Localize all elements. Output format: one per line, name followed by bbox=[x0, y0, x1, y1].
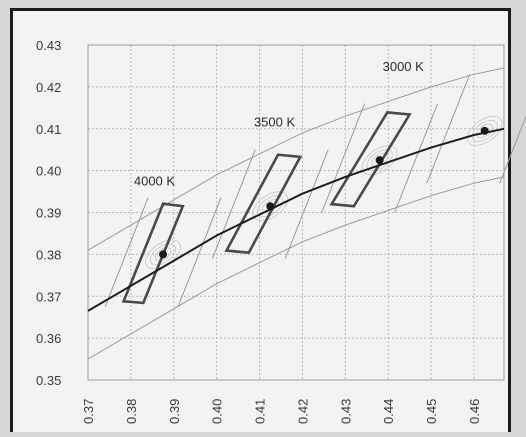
planckian-locus-line bbox=[87, 127, 505, 312]
x-tick-label: 0.44 bbox=[381, 399, 396, 424]
x-tick-label: 0.38 bbox=[124, 399, 139, 424]
y-tick-label: 0.42 bbox=[36, 80, 61, 95]
plot-border bbox=[87, 44, 505, 381]
macadam-ellipse bbox=[476, 123, 494, 138]
x-tick-label: 0.45 bbox=[424, 399, 439, 424]
macadam-ellipse bbox=[471, 119, 498, 142]
quadrangle bbox=[121, 202, 185, 305]
lower-bound-line bbox=[87, 176, 505, 360]
x-tick-label: 0.42 bbox=[295, 399, 310, 424]
y-tick-labels: 0.43 0.42 0.41 0.40 0.39 0.38 0.37 0.36 0.35 bbox=[36, 38, 61, 388]
upper-bound-line bbox=[87, 67, 505, 251]
cct-label: 3500 K bbox=[254, 115, 296, 130]
center-point bbox=[480, 126, 489, 135]
cct-label: 4000 K bbox=[134, 173, 176, 188]
locus-line bbox=[87, 127, 505, 312]
center-point bbox=[266, 202, 275, 211]
center-points bbox=[159, 126, 489, 259]
macadam-ellipse bbox=[154, 247, 172, 262]
y-tick-label: 0.43 bbox=[36, 38, 61, 53]
bin-boundary-line bbox=[177, 197, 222, 307]
y-tick-label: 0.41 bbox=[36, 122, 61, 137]
bin-boundary-line bbox=[499, 115, 526, 184]
faint-bounds bbox=[87, 67, 526, 360]
y-tick-label: 0.38 bbox=[36, 247, 61, 262]
x-tick-label: 0.41 bbox=[253, 399, 268, 424]
grid-lines bbox=[87, 44, 505, 381]
x-tick-labels: 0.37 0.38 0.39 0.40 0.41 0.42 0.43 0.44 0.45 0.46 bbox=[81, 399, 482, 424]
x-tick-label: 0.39 bbox=[167, 399, 182, 424]
macadam-ellipse bbox=[149, 243, 177, 266]
cct-label: 3000 K bbox=[383, 59, 425, 74]
center-point bbox=[375, 156, 384, 165]
bin-boundary-line bbox=[211, 149, 256, 259]
quadrangle bbox=[224, 153, 303, 255]
center-point bbox=[159, 250, 168, 259]
x-tick-label: 0.37 bbox=[81, 399, 96, 424]
y-tick-label: 0.40 bbox=[36, 164, 61, 179]
x-tick-label: 0.46 bbox=[467, 399, 482, 424]
x-tick-label: 0.43 bbox=[338, 399, 353, 424]
chart-frame bbox=[10, 8, 511, 432]
bin-boundary-line bbox=[104, 197, 149, 307]
y-tick-label: 0.36 bbox=[36, 331, 61, 346]
y-tick-label: 0.37 bbox=[36, 289, 61, 304]
y-tick-label: 0.39 bbox=[36, 206, 61, 221]
macadam-ellipse bbox=[466, 115, 503, 146]
quadrangles bbox=[121, 111, 412, 305]
bin-boundary-line bbox=[321, 103, 366, 213]
x-tick-label: 0.40 bbox=[210, 399, 225, 424]
bin-boundary-line bbox=[284, 149, 329, 259]
annotations: 4000 K 3500 K 3000 K bbox=[134, 59, 424, 188]
y-tick-label: 0.35 bbox=[36, 373, 61, 388]
bin-boundary-line bbox=[394, 103, 438, 213]
quadrangle bbox=[329, 111, 412, 208]
bin-boundary-line bbox=[426, 74, 471, 184]
